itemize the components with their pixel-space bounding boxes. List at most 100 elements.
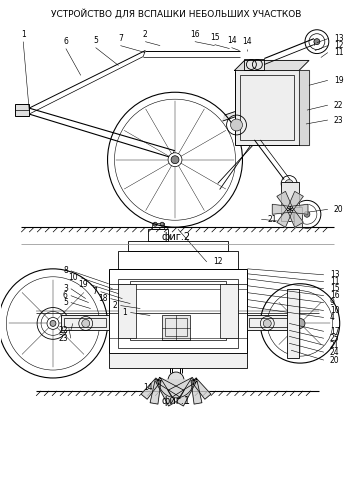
Text: фиг.1: фиг.1 xyxy=(162,396,191,406)
Text: 5: 5 xyxy=(63,298,68,307)
Text: 23: 23 xyxy=(334,116,343,125)
Bar xyxy=(119,251,238,269)
Text: 5: 5 xyxy=(93,36,98,45)
Circle shape xyxy=(160,222,164,226)
Bar xyxy=(15,104,29,116)
Polygon shape xyxy=(288,192,303,211)
Bar xyxy=(247,315,295,330)
Bar xyxy=(108,269,247,353)
Text: 10: 10 xyxy=(68,273,78,282)
Text: 14: 14 xyxy=(144,383,153,392)
Polygon shape xyxy=(141,378,160,399)
Bar xyxy=(119,279,238,348)
Circle shape xyxy=(314,38,320,44)
Text: 21: 21 xyxy=(267,215,277,224)
Polygon shape xyxy=(290,205,308,214)
Bar xyxy=(152,223,164,229)
Polygon shape xyxy=(176,378,196,406)
Polygon shape xyxy=(150,379,161,404)
Bar xyxy=(108,353,247,368)
Polygon shape xyxy=(277,208,293,227)
Circle shape xyxy=(295,318,305,328)
Text: 8: 8 xyxy=(63,266,68,275)
Text: 10: 10 xyxy=(330,306,339,315)
Text: 13: 13 xyxy=(330,270,339,279)
Text: УСТРОЙСТВО ДЛЯ ВСПАШКИ НЕБОЛЬШИХ УЧАСТКОВ: УСТРОЙСТВО ДЛЯ ВСПАШКИ НЕБОЛЬШИХ УЧАСТКО… xyxy=(51,9,301,19)
Bar xyxy=(220,284,238,338)
Text: 12: 12 xyxy=(334,41,343,50)
Polygon shape xyxy=(157,377,184,397)
Text: 14: 14 xyxy=(243,37,252,46)
Text: 16: 16 xyxy=(190,30,200,39)
Text: 3: 3 xyxy=(63,284,68,293)
Text: 9: 9 xyxy=(330,298,335,307)
Text: фиг.2: фиг.2 xyxy=(161,232,191,242)
Bar xyxy=(148,229,168,241)
Circle shape xyxy=(168,153,182,167)
Bar xyxy=(119,284,136,338)
Text: 19: 19 xyxy=(78,280,88,289)
Polygon shape xyxy=(277,192,293,211)
Polygon shape xyxy=(158,380,194,398)
Bar xyxy=(165,318,187,336)
Circle shape xyxy=(263,319,271,327)
Polygon shape xyxy=(223,105,255,121)
Text: 2: 2 xyxy=(113,301,118,310)
Text: 12: 12 xyxy=(213,257,222,266)
Text: 6: 6 xyxy=(63,291,68,300)
Bar xyxy=(61,315,108,330)
Text: 11: 11 xyxy=(334,48,343,57)
Text: 15: 15 xyxy=(210,33,220,42)
Bar xyxy=(64,318,106,327)
Bar xyxy=(287,289,299,358)
Text: 24: 24 xyxy=(330,348,339,357)
Circle shape xyxy=(153,222,157,226)
Text: 15: 15 xyxy=(330,284,339,293)
Text: 6: 6 xyxy=(64,37,68,46)
Bar xyxy=(294,207,302,227)
Bar xyxy=(130,281,226,340)
Circle shape xyxy=(47,317,59,329)
Polygon shape xyxy=(168,377,195,397)
Bar xyxy=(281,182,299,221)
Text: 1: 1 xyxy=(122,308,127,317)
Text: 22: 22 xyxy=(58,326,68,335)
Text: 7: 7 xyxy=(93,287,98,296)
Text: 2: 2 xyxy=(143,30,148,39)
Circle shape xyxy=(231,119,243,131)
Text: 16: 16 xyxy=(330,291,339,300)
Polygon shape xyxy=(192,378,211,399)
Circle shape xyxy=(285,180,293,188)
Text: 22: 22 xyxy=(334,101,343,110)
Polygon shape xyxy=(156,378,175,406)
Circle shape xyxy=(304,211,310,217)
Polygon shape xyxy=(234,60,309,70)
Polygon shape xyxy=(191,379,202,404)
Bar xyxy=(250,318,293,327)
Text: 1: 1 xyxy=(21,30,25,39)
Text: 17: 17 xyxy=(330,327,339,336)
Bar xyxy=(162,315,190,340)
Text: 4: 4 xyxy=(330,313,335,322)
Text: 13: 13 xyxy=(334,34,343,43)
Text: 19: 19 xyxy=(334,76,343,85)
Text: 20: 20 xyxy=(334,205,343,214)
Circle shape xyxy=(171,156,179,164)
Bar xyxy=(234,70,299,145)
Polygon shape xyxy=(272,205,290,214)
Text: 23: 23 xyxy=(58,334,68,343)
Text: 11: 11 xyxy=(330,277,339,286)
Bar xyxy=(239,75,294,140)
Circle shape xyxy=(168,372,184,388)
Text: 14: 14 xyxy=(227,36,237,45)
Text: 21: 21 xyxy=(330,341,339,350)
Bar xyxy=(128,241,228,251)
Polygon shape xyxy=(288,208,303,227)
Circle shape xyxy=(50,320,56,326)
Text: 20: 20 xyxy=(330,356,339,365)
Text: 25: 25 xyxy=(330,334,339,343)
Text: 18: 18 xyxy=(98,294,108,303)
Bar xyxy=(245,58,264,70)
Polygon shape xyxy=(299,70,309,145)
Text: 7: 7 xyxy=(118,34,123,43)
